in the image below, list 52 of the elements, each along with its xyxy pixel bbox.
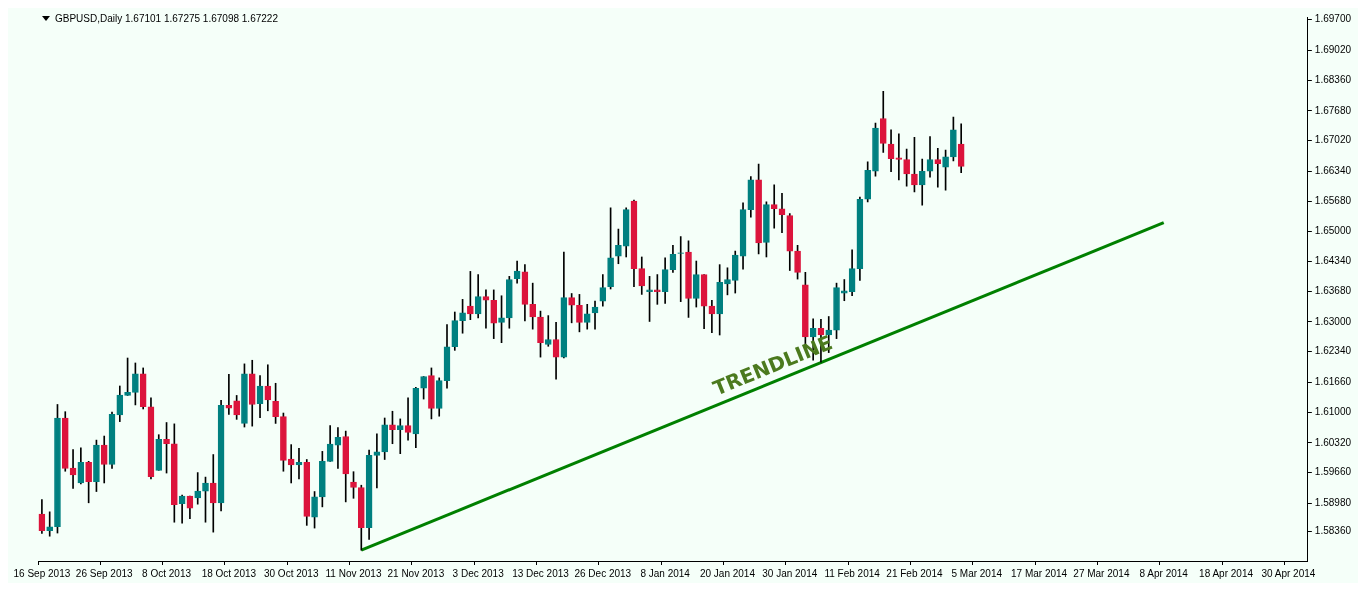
x-tick-label: 21 Nov 2013 bbox=[387, 567, 445, 579]
candlestick bbox=[778, 193, 786, 233]
x-tick-label: 3 Dec 2013 bbox=[452, 567, 505, 579]
y-tick-label: 1.63000 bbox=[1314, 315, 1352, 327]
y-tick-label: 1.59660 bbox=[1314, 466, 1352, 478]
x-tick-label: 16 Sep 2013 bbox=[13, 567, 71, 579]
x-tick-label: 20 Jan 2014 bbox=[699, 567, 756, 579]
candlestick bbox=[544, 315, 552, 347]
y-tick-label: 1.67020 bbox=[1314, 134, 1352, 146]
x-tick-label: 13 Dec 2013 bbox=[512, 567, 570, 579]
y-tick-label: 1.61000 bbox=[1314, 405, 1352, 417]
candlestick bbox=[396, 418, 404, 454]
x-tick-label: 11 Nov 2013 bbox=[325, 567, 382, 579]
y-tick-label: 1.69700 bbox=[1314, 13, 1352, 25]
y-tick-label: 1.60320 bbox=[1314, 436, 1352, 448]
candlestick bbox=[287, 444, 295, 484]
x-tick-label: 17 Mar 2014 bbox=[1011, 567, 1068, 579]
y-tick-label: 1.61660 bbox=[1314, 376, 1352, 388]
y-tick-label: 1.64340 bbox=[1314, 255, 1352, 267]
candlestick bbox=[840, 279, 848, 302]
x-tick-label: 30 Oct 2013 bbox=[263, 567, 319, 579]
y-tick-label: 1.67680 bbox=[1314, 104, 1352, 116]
x-tick-label: 8 Apr 2014 bbox=[1139, 567, 1189, 579]
candlestick bbox=[482, 289, 490, 329]
x-tick-label: 21 Feb 2014 bbox=[886, 567, 943, 579]
x-tick-label: 30 Jan 2014 bbox=[762, 567, 818, 579]
y-tick-label: 1.63680 bbox=[1314, 285, 1352, 297]
y-tick-label: 1.62340 bbox=[1314, 345, 1352, 357]
candlestick bbox=[46, 511, 54, 537]
y-tick-label: 1.65000 bbox=[1314, 225, 1352, 237]
x-tick-label: 5 Mar 2014 bbox=[951, 567, 1003, 579]
x-tick-label: 26 Sep 2013 bbox=[75, 567, 134, 579]
x-tick-label: 26 Dec 2013 bbox=[574, 567, 632, 579]
x-tick-label: 18 Oct 2013 bbox=[201, 567, 257, 579]
y-tick-label: 1.66340 bbox=[1314, 165, 1352, 177]
candlestick bbox=[770, 184, 778, 229]
x-tick-label: 18 Apr 2014 bbox=[1199, 567, 1254, 579]
candlestick bbox=[934, 147, 942, 188]
x-tick-label: 8 Jan 2014 bbox=[640, 567, 691, 579]
candlestick bbox=[194, 472, 202, 505]
x-tick-label: 30 Apr 2014 bbox=[1261, 567, 1316, 579]
x-tick-label: 8 Oct 2013 bbox=[142, 567, 192, 579]
y-tick-label: 1.65680 bbox=[1314, 194, 1352, 206]
y-tick-label: 1.58980 bbox=[1314, 497, 1352, 509]
candlestick bbox=[895, 133, 903, 181]
y-tick-label: 1.68360 bbox=[1314, 73, 1352, 85]
chart-title: GBPUSD,Daily 1.67101 1.67275 1.67098 1.67222 bbox=[55, 13, 278, 24]
x-tick-label: 11 Feb 2014 bbox=[824, 567, 881, 579]
x-tick-label: 27 Mar 2014 bbox=[1073, 567, 1130, 579]
candlestick bbox=[404, 397, 412, 441]
y-tick-label: 1.58360 bbox=[1314, 524, 1352, 536]
y-tick-label: 1.69020 bbox=[1314, 44, 1352, 56]
